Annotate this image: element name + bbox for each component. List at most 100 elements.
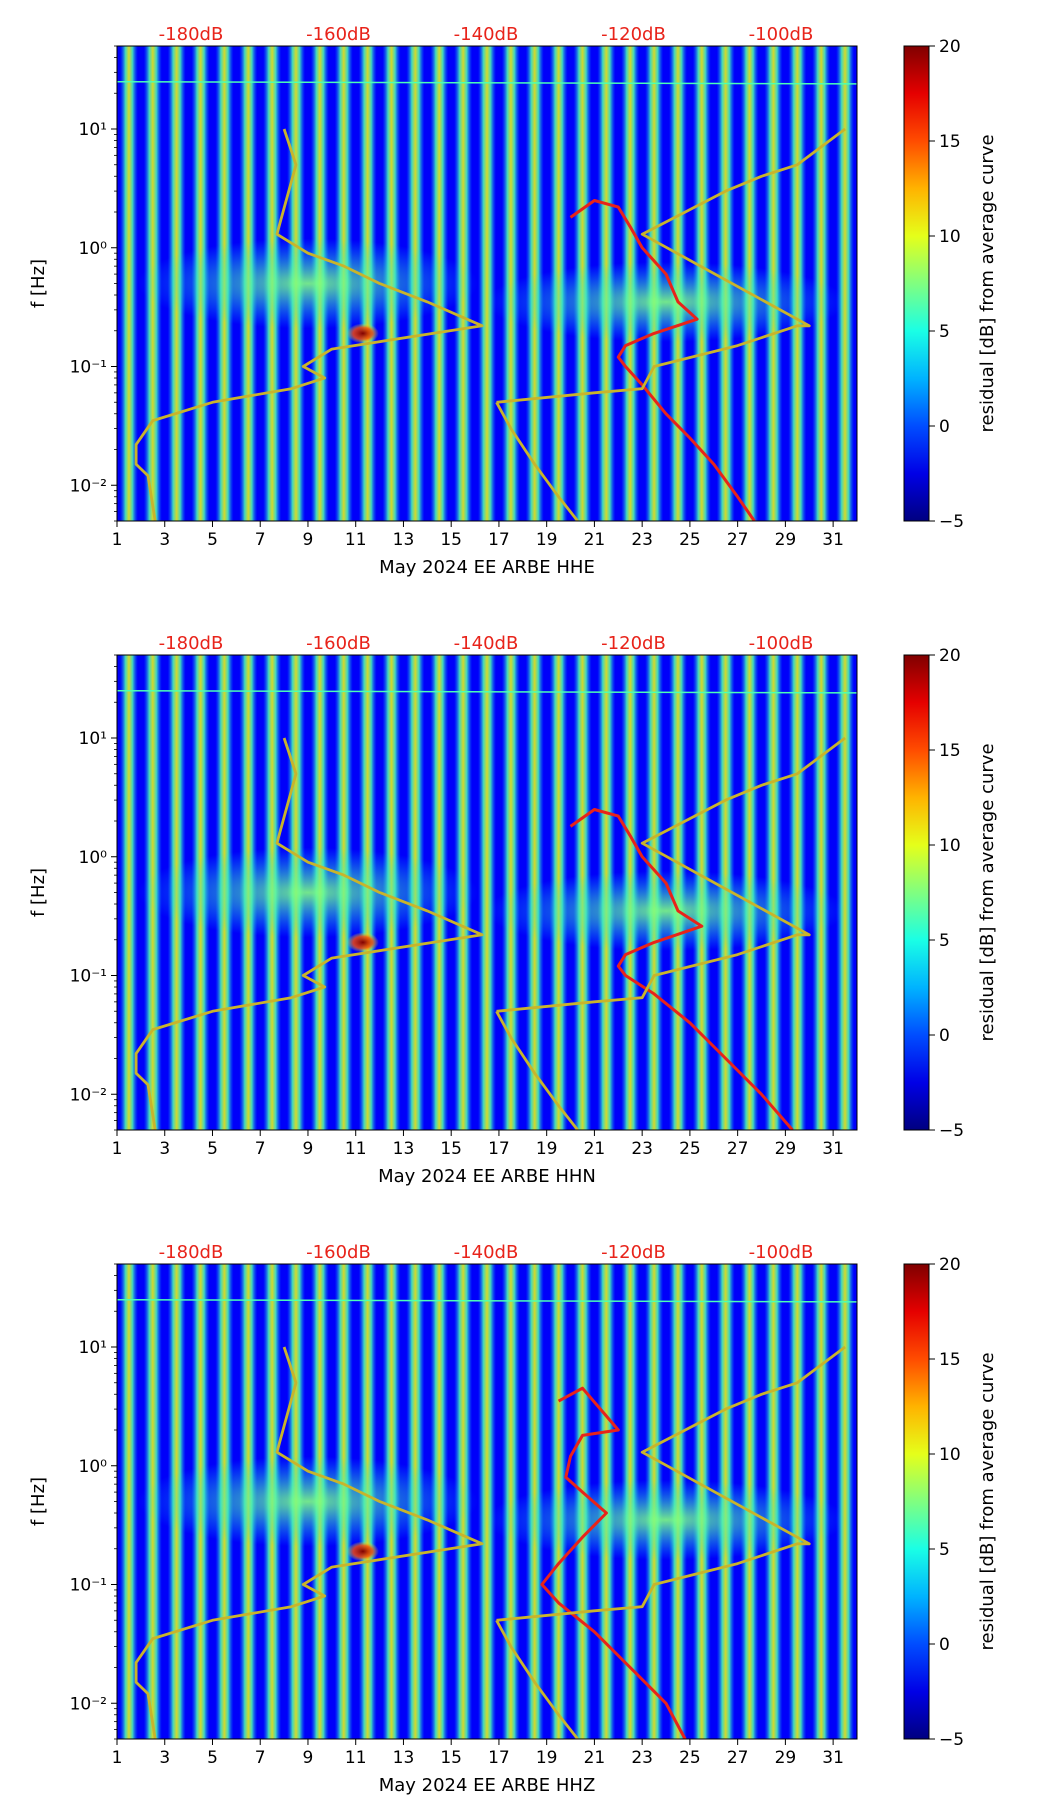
x-tick-label: 9 [303, 1748, 314, 1768]
y-tick-label: 10¹ [79, 1338, 107, 1358]
y-axis-label: f [Hz] [28, 1477, 49, 1526]
top-db-label: -180dB [159, 1242, 224, 1263]
x-tick-label: 23 [631, 1748, 653, 1768]
y-tick-label: 10⁰ [79, 239, 108, 259]
median-psd-line [569, 808, 794, 1130]
x-tick-label: 15 [440, 1139, 462, 1159]
median-psd-line [569, 199, 756, 521]
x-tick-label: 21 [584, 1748, 606, 1768]
x-tick-label: 19 [536, 1139, 558, 1159]
y-axis-label: f [Hz] [28, 868, 49, 917]
colorbar-tick-label: 0 [939, 417, 950, 437]
x-tick-label: 5 [207, 1748, 218, 1768]
noise-model-line [495, 401, 579, 521]
top-db-label: -160dB [306, 24, 371, 45]
median-psd-line [540, 1386, 687, 1739]
x-tick-label: 25 [679, 1139, 701, 1159]
x-tick-label: 7 [255, 1748, 266, 1768]
y-tick-label: 10⁻¹ [70, 967, 107, 987]
top-db-label: -180dB [159, 633, 224, 654]
x-tick-label: 23 [631, 530, 653, 550]
colorbar-tick-label: 5 [939, 322, 950, 342]
noise-model-line [134, 1346, 484, 1739]
x-tick-label: 1 [112, 1748, 123, 1768]
x-axis-label: May 2024 EE ARBE HHE [379, 557, 595, 578]
top-db-label: -120dB [601, 24, 666, 45]
y-tick-label: 10¹ [79, 729, 107, 749]
top-db-label: -140dB [454, 633, 519, 654]
noise-model-line [495, 1619, 579, 1739]
panel-1: 1 3 5 7 9 11 13 15 17 19 21 23 25 27 29 3110⁻²10⁻¹10⁰10… [28, 24, 998, 578]
y-tick-label: 10¹ [79, 120, 107, 140]
noise-model-line [134, 737, 484, 1130]
x-tick-label: 23 [631, 1139, 653, 1159]
y-tick-label: 10⁻² [70, 476, 107, 496]
colorbar-label: residual [dB] from average curve [977, 743, 998, 1041]
x-tick-label: 15 [440, 530, 462, 550]
colorbar-label: residual [dB] from average curve [977, 1352, 998, 1650]
x-tick-label: 3 [159, 1139, 170, 1159]
panel-2: 1 3 5 7 9 11 13 15 17 19 21 23 25 27 29 3110⁻²10⁻¹10⁰10… [28, 633, 998, 1187]
colorbar-tick-label: 10 [939, 836, 961, 856]
x-tick-label: 27 [727, 530, 749, 550]
noise-model-line [496, 736, 846, 1013]
y-tick-label: 10⁻² [70, 1694, 107, 1714]
x-tick-label: 25 [679, 1748, 701, 1768]
x-tick-label: 13 [393, 530, 415, 550]
x-tick-label: 31 [822, 530, 844, 550]
x-tick-label: 1 [112, 530, 123, 550]
top-db-label: -120dB [601, 1242, 666, 1263]
x-tick-label: 13 [393, 1748, 415, 1768]
y-axis-label: f [Hz] [28, 259, 49, 308]
colorbar-tick-label: 10 [939, 1445, 961, 1465]
x-tick-label: 31 [822, 1748, 844, 1768]
spectrogram-heatmap [117, 1264, 857, 1739]
noise-model-line [134, 128, 484, 521]
y-tick-label: 10⁻² [70, 1085, 107, 1105]
x-tick-label: 17 [488, 1748, 510, 1768]
x-tick-label: 29 [775, 1748, 797, 1768]
x-tick-label: 9 [303, 1139, 314, 1159]
colorbar-tick-label: 10 [939, 227, 961, 247]
x-tick-label: 11 [345, 1748, 367, 1768]
x-tick-label: 29 [775, 1139, 797, 1159]
y-tick-label: 10⁰ [79, 1457, 108, 1477]
colorbar-tick-label: 15 [939, 132, 961, 152]
colorbar-tick-label: 15 [939, 741, 961, 761]
top-db-label: -100dB [749, 1242, 814, 1263]
colorbar-tick-label: −5 [939, 1121, 964, 1141]
top-db-label: -140dB [454, 1242, 519, 1263]
top-db-label: -160dB [306, 1242, 371, 1263]
top-db-label: -140dB [454, 24, 519, 45]
colorbar-tick-label: 0 [939, 1635, 950, 1655]
x-tick-label: 7 [255, 530, 266, 550]
x-tick-label: 21 [584, 530, 606, 550]
colorbar-label: residual [dB] from average curve [977, 134, 998, 432]
x-tick-label: 27 [727, 1139, 749, 1159]
top-db-label: -100dB [749, 633, 814, 654]
colorbar-tick-label: −5 [939, 512, 964, 532]
x-tick-label: 11 [345, 530, 367, 550]
x-tick-label: 7 [255, 1139, 266, 1159]
x-tick-label: 31 [822, 1139, 844, 1159]
noise-model-line [496, 1345, 846, 1622]
colorbar-tick-label: 5 [939, 1540, 950, 1560]
colorbar-tick-label: 0 [939, 1026, 950, 1046]
x-tick-label: 15 [440, 1748, 462, 1768]
noise-model-line [496, 127, 846, 404]
colorbar-tick-label: 20 [939, 646, 961, 666]
colorbar-tick-label: −5 [939, 1730, 964, 1750]
top-db-label: -160dB [306, 633, 371, 654]
x-tick-label: 27 [727, 1748, 749, 1768]
top-db-label: -100dB [749, 24, 814, 45]
y-tick-label: 10⁻¹ [70, 1576, 107, 1596]
spectrogram-heatmap [117, 46, 857, 521]
x-tick-label: 21 [584, 1139, 606, 1159]
x-tick-label: 29 [775, 530, 797, 550]
colorbar [903, 1263, 930, 1740]
x-tick-label: 1 [112, 1139, 123, 1159]
x-tick-label: 3 [159, 1748, 170, 1768]
colorbar-tick-label: 15 [939, 1350, 961, 1370]
